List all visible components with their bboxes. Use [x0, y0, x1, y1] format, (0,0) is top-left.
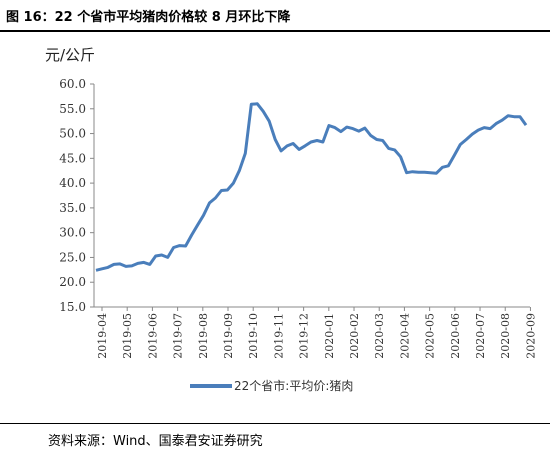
legend-label: 22个省市:平均价:猪肉 — [234, 378, 353, 393]
x-tick-label: 2019-04 — [96, 313, 109, 359]
source-rule — [0, 423, 550, 424]
x-tick-label: 2020-06 — [449, 313, 462, 359]
x-tick-label: 2019-11 — [272, 313, 285, 359]
x-tick-label: 2019-05 — [121, 313, 134, 359]
y-tick-label: 35.0 — [59, 201, 86, 215]
y-axis-unit-label: 元/公斤 — [45, 46, 95, 64]
y-tick-label: 25.0 — [59, 250, 86, 264]
plot-area: 15.0 20.0 25.0 30.0 35.0 40.0 45.0 50.0 55.0 60.0… — [59, 77, 537, 359]
title-rule — [0, 30, 550, 32]
x-tick-label: 2019-08 — [197, 313, 210, 359]
y-tick-label: 60.0 — [59, 77, 86, 91]
x-tick-label: 2020-01 — [323, 313, 336, 359]
y-tick-label: 15.0 — [59, 300, 86, 314]
x-tick-label: 2019-10 — [247, 313, 260, 359]
y-tick-label: 40.0 — [59, 176, 86, 190]
x-tick-label: 2019-09 — [222, 313, 235, 359]
y-tick-label: 20.0 — [59, 275, 86, 289]
line-chart: 15.0 20.0 25.0 30.0 35.0 40.0 45.0 50.0 55.0 60.0… — [45, 46, 537, 393]
source-note: 资料来源：Wind、国泰君安证券研究 — [48, 434, 263, 449]
legend: 22个省市:平均价:猪肉 — [190, 378, 353, 393]
x-tick-label: 2019-12 — [298, 313, 311, 359]
x-tick-label: 2020-07 — [474, 313, 487, 359]
x-tick-label: 2020-08 — [499, 313, 512, 359]
x-tick-label: 2020-02 — [348, 313, 361, 359]
x-tick-label: 2019-06 — [146, 313, 159, 359]
y-tick-label: 30.0 — [59, 226, 86, 240]
series-line-0 — [95, 102, 528, 272]
y-tick-label: 55.0 — [59, 102, 86, 116]
figure-title: 图 16：22 个省市平均猪肉价格较 8 月环比下降 — [6, 10, 291, 25]
x-tick-label: 2020-09 — [524, 313, 537, 359]
x-ticks: 2019-04 2019-05 2019-06 2019-07 2019-08 2019-… — [96, 307, 537, 359]
x-tick-label: 2020-04 — [398, 313, 411, 359]
x-tick-label: 2019-07 — [172, 313, 185, 359]
y-tick-label: 45.0 — [59, 151, 86, 165]
series-layer — [95, 102, 528, 272]
y-tick-label: 50.0 — [59, 127, 86, 141]
y-ticks: 15.0 20.0 25.0 30.0 35.0 40.0 45.0 50.0 55.0 60.0 — [59, 77, 94, 314]
x-tick-label: 2020-03 — [373, 313, 386, 359]
x-tick-label: 2020-05 — [424, 313, 437, 359]
